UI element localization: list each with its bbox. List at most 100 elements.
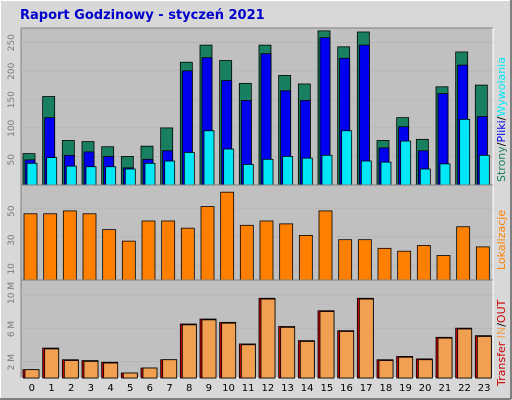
legend-files: Pliki <box>495 120 508 142</box>
bar-transfer-in <box>280 326 296 379</box>
x-tick-label: 3 <box>88 383 94 394</box>
bar-hits <box>124 168 136 186</box>
bar-locations <box>338 239 353 281</box>
bar-locations <box>43 213 58 281</box>
x-tick-label: 23 <box>478 383 491 394</box>
bar-transfer-in <box>63 360 79 379</box>
bar-transfer-in <box>398 356 414 379</box>
x-tick-label: 1 <box>48 383 54 394</box>
legend-transfer-out: OUT <box>495 299 508 323</box>
bar-hits <box>321 154 333 186</box>
legend-separator: / <box>495 116 508 120</box>
bar-hits <box>223 148 235 186</box>
bar-transfer-in <box>24 369 40 379</box>
bar-transfer-in <box>240 344 256 379</box>
bar-hits <box>203 130 215 186</box>
bar-locations <box>377 247 392 281</box>
x-axis-hour-labels: 0 1 2 3 4 5 6 7 8 9 10 11 12 13 14 15 16 17 18 19 20 21 22 23 <box>29 383 491 394</box>
bar-locations <box>23 213 38 281</box>
bar-locations <box>62 210 77 281</box>
requests-tick-label: 100 <box>7 119 17 136</box>
transfer-tick-label: 2 M <box>7 354 17 370</box>
transfer-tick-label: 6 M <box>7 321 17 337</box>
bar-transfer-in <box>299 341 315 379</box>
bar-transfer-in <box>201 319 217 379</box>
bar-locations <box>102 229 117 281</box>
legend-transfer-in: IN <box>495 327 508 338</box>
locations-tick-label: 50 <box>7 205 17 217</box>
legend-transfer-group: Transfer IN/OUT <box>495 299 508 387</box>
bar-transfer-in <box>181 324 197 379</box>
bar-hits <box>341 130 353 186</box>
bar-hits <box>242 164 254 186</box>
bar-transfer-in <box>122 372 138 379</box>
bar-locations <box>397 250 412 281</box>
x-tick-label: 0 <box>29 383 35 394</box>
x-tick-label: 21 <box>438 383 451 394</box>
bar-locations <box>298 234 313 281</box>
locations-panel-box <box>21 185 493 280</box>
bar-locations <box>436 255 451 281</box>
bar-hits <box>183 152 195 186</box>
bar-hits <box>301 157 313 186</box>
legend-separator: / <box>495 142 508 146</box>
bar-transfer-in <box>44 348 60 379</box>
bar-transfer-in <box>260 298 276 379</box>
x-tick-label: 15 <box>320 383 333 394</box>
bar-locations <box>318 210 333 281</box>
x-tick-label: 13 <box>281 383 294 394</box>
bar-locations <box>279 223 294 281</box>
bar-locations <box>416 245 431 281</box>
legend-locations-group: Lokalizacje <box>495 210 508 270</box>
x-tick-label: 10 <box>222 383 235 394</box>
x-tick-label: 18 <box>379 383 392 394</box>
bar-hits <box>459 118 471 186</box>
x-tick-label: 20 <box>419 383 432 394</box>
bar-hits <box>26 162 38 186</box>
bar-transfer-in <box>378 360 394 379</box>
bar-transfer-in <box>457 328 473 379</box>
bar-hits <box>380 161 392 186</box>
bar-locations <box>456 226 471 281</box>
locations-panel: 10 30 50 <box>7 184 494 281</box>
bar-transfer-in <box>162 359 178 379</box>
bar-hits <box>164 160 176 186</box>
bar-hits <box>46 157 58 186</box>
locations-tick-label: 10 <box>7 263 17 275</box>
bar-transfer-in <box>319 311 335 379</box>
bar-locations <box>141 220 156 281</box>
chart-title: Raport Godzinowy - styczeń 2021 <box>20 8 265 23</box>
bar-hits <box>105 166 117 186</box>
bar-transfer-in <box>339 331 355 379</box>
x-tick-label: 9 <box>206 383 212 394</box>
transfer-tick-label: 10 M <box>7 282 17 304</box>
x-tick-label: 8 <box>186 383 192 394</box>
bar-locations <box>475 246 490 281</box>
bar-transfer-in <box>437 337 453 379</box>
bar-hits <box>400 140 412 186</box>
requests-tick-label: 150 <box>7 91 17 108</box>
x-tick-label: 12 <box>261 383 274 394</box>
x-tick-label: 17 <box>360 383 373 394</box>
x-tick-label: 6 <box>147 383 153 394</box>
chart-panels: 50 100 150 200 250 10 30 50 2 M 6 M 10 M <box>7 27 494 379</box>
bar-transfer-in <box>417 359 433 379</box>
x-tick-label: 4 <box>107 383 113 394</box>
bar-hits <box>360 160 372 186</box>
legend-hits: Wywołania <box>495 57 508 117</box>
bar-hits <box>144 162 156 186</box>
bar-transfer-in <box>221 322 237 379</box>
x-tick-label: 19 <box>399 383 412 394</box>
bar-locations <box>259 220 274 281</box>
legend-separator: / <box>495 323 508 327</box>
bar-transfer-in <box>83 360 99 379</box>
bar-hits <box>262 158 274 186</box>
bar-transfer-in <box>358 298 374 379</box>
bar-locations <box>357 239 372 281</box>
legend-pages: Strony <box>495 146 508 182</box>
bar-hits <box>419 168 431 186</box>
x-tick-label: 5 <box>127 383 133 394</box>
legend-transfer: Transfer <box>495 341 508 387</box>
requests-tick-label: 250 <box>7 34 17 51</box>
